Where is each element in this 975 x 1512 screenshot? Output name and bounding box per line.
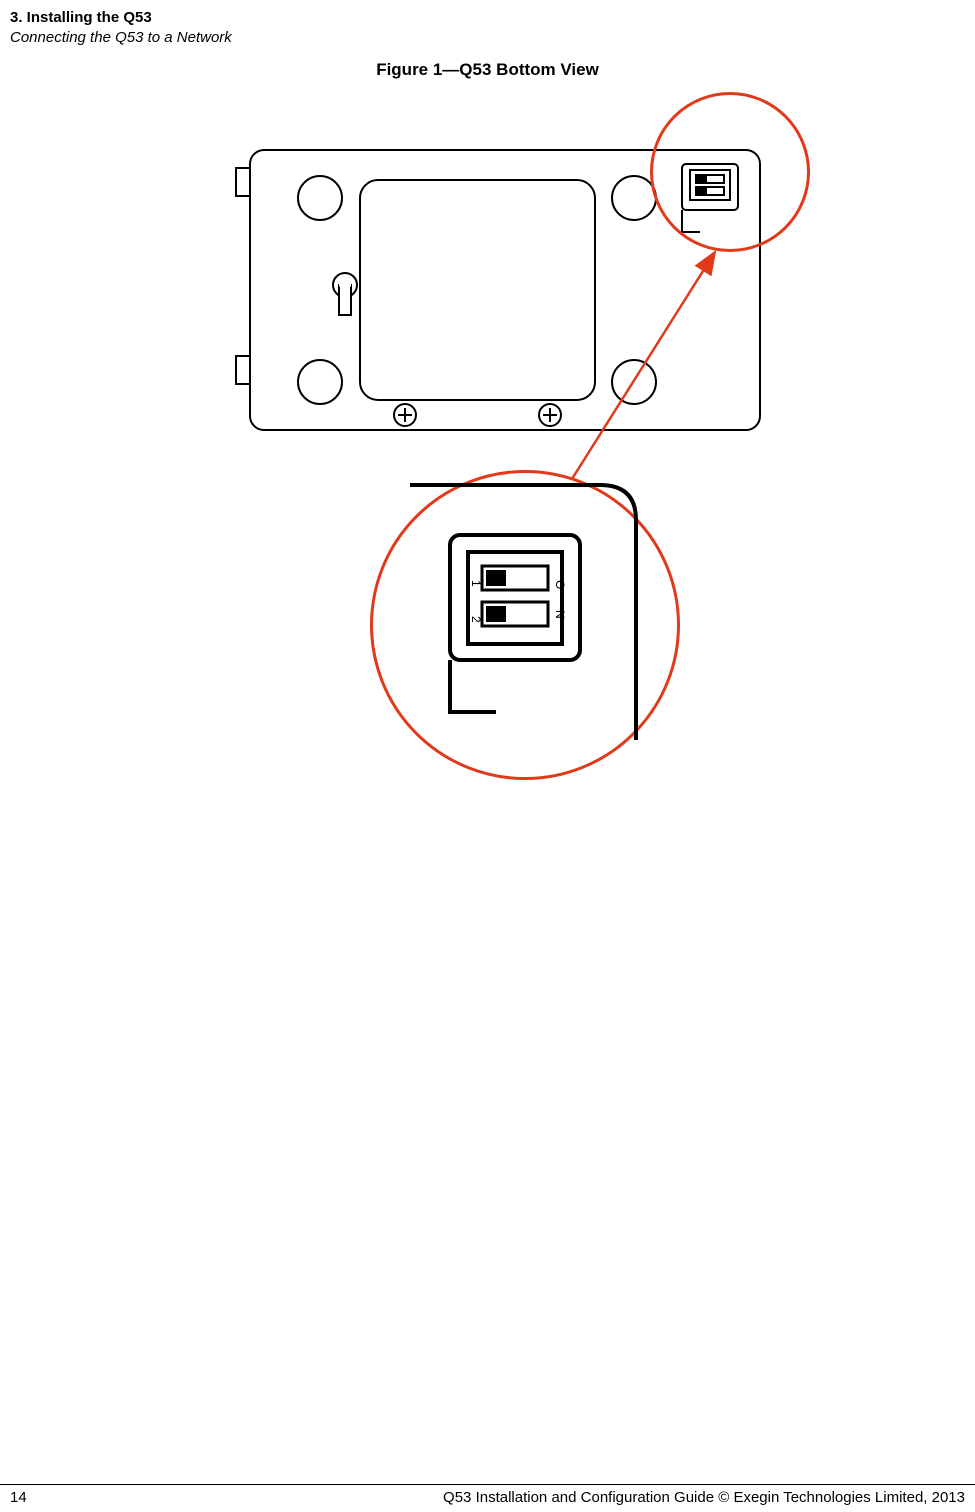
page-number: 14 [0, 1489, 60, 1506]
figure-area: O N 1 2 [0, 100, 975, 930]
svg-text:N: N [553, 610, 567, 619]
page-footer: 14 Q53 Installation and Configuration Gu… [0, 1484, 975, 1506]
figure-caption: Figure 1—Q53 Bottom View [0, 60, 975, 80]
svg-text:O: O [553, 580, 567, 589]
chapter-title: 3. Installing the Q53 [10, 8, 232, 28]
page-header: 3. Installing the Q53 Connecting the Q53… [10, 8, 232, 49]
dip-switch-detail: O N 1 2 [400, 480, 660, 770]
callout-circle-icon [650, 92, 810, 252]
section-title: Connecting the Q53 to a Network [10, 28, 232, 48]
footer-doc-title: Q53 Installation and Configuration Guide… [60, 1489, 975, 1506]
svg-text:1: 1 [469, 580, 483, 587]
svg-text:2: 2 [469, 616, 483, 623]
